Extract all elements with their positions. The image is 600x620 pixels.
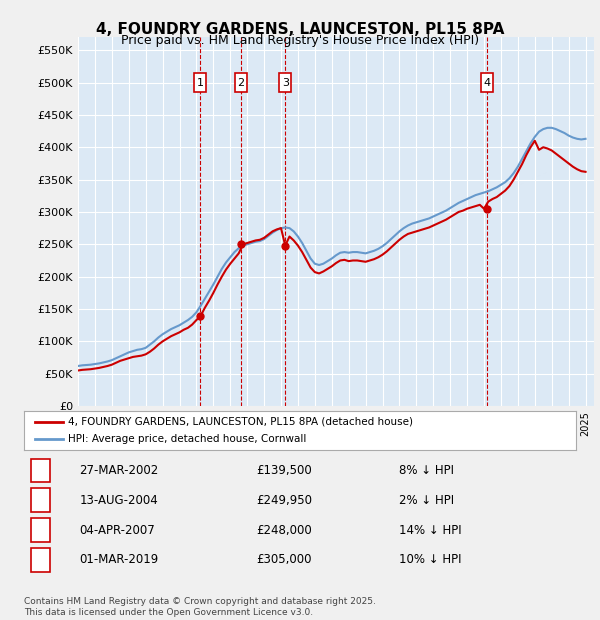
Text: 01-MAR-2019: 01-MAR-2019 <box>79 554 158 566</box>
Text: 14% ↓ HPI: 14% ↓ HPI <box>400 524 462 536</box>
Text: 1: 1 <box>197 78 204 87</box>
Text: £249,950: £249,950 <box>256 494 312 507</box>
Text: £139,500: £139,500 <box>256 464 311 477</box>
Text: 4: 4 <box>37 555 44 565</box>
FancyBboxPatch shape <box>194 73 206 92</box>
FancyBboxPatch shape <box>235 73 247 92</box>
Text: £305,000: £305,000 <box>256 554 311 566</box>
Text: 10% ↓ HPI: 10% ↓ HPI <box>400 554 462 566</box>
FancyBboxPatch shape <box>481 73 493 92</box>
Text: 1: 1 <box>37 466 44 476</box>
Text: 3: 3 <box>282 78 289 87</box>
Text: 4, FOUNDRY GARDENS, LAUNCESTON, PL15 8PA (detached house): 4, FOUNDRY GARDENS, LAUNCESTON, PL15 8PA… <box>68 417 413 427</box>
FancyBboxPatch shape <box>31 548 50 572</box>
Text: 4, FOUNDRY GARDENS, LAUNCESTON, PL15 8PA: 4, FOUNDRY GARDENS, LAUNCESTON, PL15 8PA <box>96 22 504 37</box>
FancyBboxPatch shape <box>31 459 50 482</box>
Text: 2: 2 <box>37 495 44 505</box>
Text: 2% ↓ HPI: 2% ↓ HPI <box>400 494 454 507</box>
Text: Contains HM Land Registry data © Crown copyright and database right 2025.
This d: Contains HM Land Registry data © Crown c… <box>24 598 376 617</box>
Text: 3: 3 <box>37 525 44 535</box>
Text: 4: 4 <box>484 78 490 87</box>
Text: 04-APR-2007: 04-APR-2007 <box>79 524 155 536</box>
Text: £248,000: £248,000 <box>256 524 311 536</box>
Text: 13-AUG-2004: 13-AUG-2004 <box>79 494 158 507</box>
FancyBboxPatch shape <box>31 489 50 512</box>
Text: Price paid vs. HM Land Registry's House Price Index (HPI): Price paid vs. HM Land Registry's House … <box>121 34 479 47</box>
Text: 8% ↓ HPI: 8% ↓ HPI <box>400 464 454 477</box>
Text: 27-MAR-2002: 27-MAR-2002 <box>79 464 158 477</box>
FancyBboxPatch shape <box>31 518 50 542</box>
Text: HPI: Average price, detached house, Cornwall: HPI: Average price, detached house, Corn… <box>68 434 307 444</box>
FancyBboxPatch shape <box>280 73 292 92</box>
Text: 2: 2 <box>237 78 244 87</box>
